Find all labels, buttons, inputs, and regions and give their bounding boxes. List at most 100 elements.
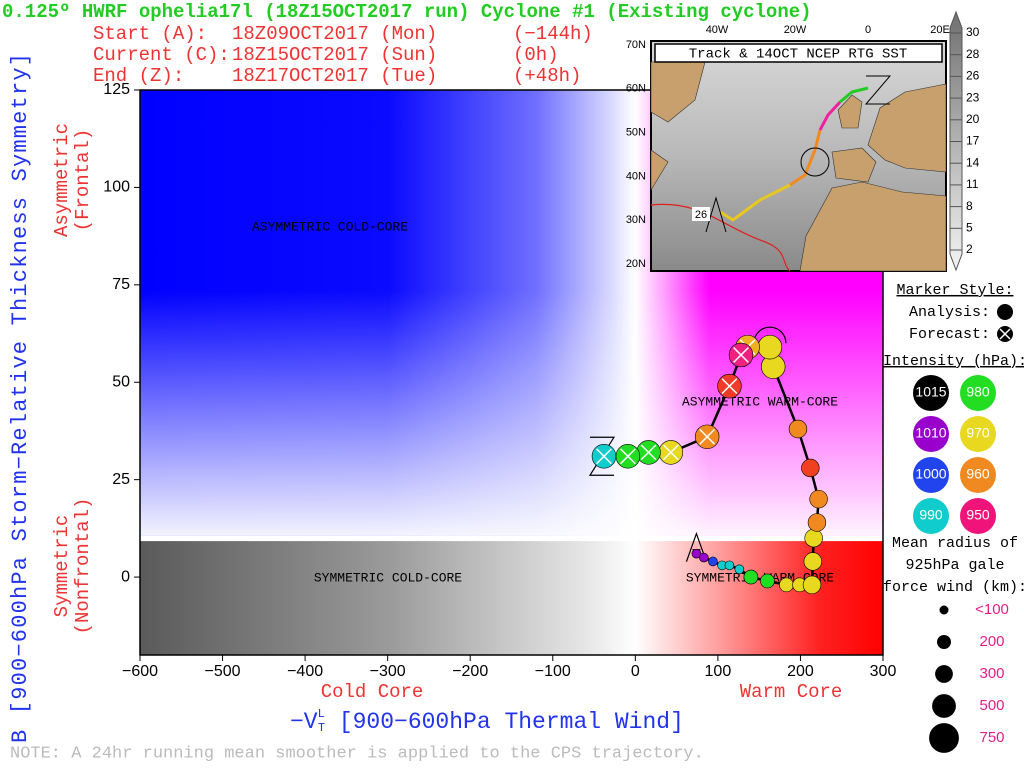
size-title: force wind (km): [883,579,1024,596]
x-tick-label: −600 [122,663,158,680]
intensity-label: 950 [966,507,990,523]
colorbar-label: 23 [966,90,980,104]
analysis-marker [691,548,702,559]
legend-analysis [997,304,1013,320]
region-symmetric-warm [635,541,883,655]
x-tick-label: −100 [535,663,571,680]
track [789,129,822,187]
analysis-marker [804,528,823,548]
x-axis-label-part: −V [290,709,318,735]
header-title: 0.125º HWRF ophelia17l (18Z15OCT2017 run… [2,1,812,23]
y-side-label: Symmetric [51,515,73,618]
y-tick-label: 50 [112,373,130,390]
y-side-label: (Frontal) [72,129,94,232]
current-marker [800,147,830,177]
contour-label: 26 [695,209,707,221]
end-marker [864,75,892,105]
x-tick-label: 100 [705,663,732,680]
lat-label: 30N [626,214,646,226]
analysis-marker [699,552,709,563]
analysis-marker [724,560,735,571]
forecast-cross [721,378,738,395]
land [837,94,863,129]
x-axis-label: −VL T [900−600hPa Thermal Wind] [290,707,684,735]
lat-label: 20N [626,258,646,270]
analysis-marker [801,458,820,478]
land [831,147,877,183]
forecast-cross [662,444,679,461]
inset-map: Track & 14OCT NCEP RTG SST 26 70N 60N 50N 4… [626,10,980,272]
forecast-cross [640,444,657,461]
colorbar-label: 5 [966,220,973,234]
intensity-swatch [913,416,949,452]
lon-label: 0 [865,24,871,36]
x-tick-label: −400 [287,663,323,680]
analysis-marker [803,552,823,571]
intensity-swatch [913,498,949,534]
size-label: 750 [979,729,1004,746]
note: NOTE: A 24hr running mean smoother is ap… [10,744,704,763]
intensity-swatch [960,457,996,493]
legend-label: Forecast: [909,326,990,343]
land [650,149,669,192]
size-swatch [932,694,956,718]
y-tick-label: 125 [103,81,130,98]
header-text: 18Z15OCT2017 (Sun) [232,44,437,66]
analysis-marker [760,573,775,589]
intensity-label: 960 [966,466,990,482]
lat-label: 70N [626,39,646,51]
header-text: (0h) [513,44,559,66]
colorbar-label: 17 [966,134,980,148]
region-label: ASYMMETRIC WARM-CORE [682,394,838,409]
intensity-swatch [960,416,996,452]
header-text: (−144h) [513,23,593,45]
y-tick-label: 25 [112,471,130,488]
analysis-marker [757,334,783,360]
inset-title: Track & 14OCT NCEP RTG SST [689,47,907,63]
legend-forecast-cross [999,328,1011,340]
forecast-cross [733,347,749,363]
x-axis-label-part: T [318,721,325,735]
analysis-marker [788,419,808,439]
analysis-marker [779,577,794,593]
size-label: 500 [979,697,1004,714]
size-title: 925hPa gale [905,557,1004,574]
land [867,83,947,173]
analysis-marker [802,575,822,595]
colorbar-label: 14 [966,155,980,169]
x-tick-label: 0 [631,663,640,680]
inset-title-box [654,43,943,63]
region-fade [140,90,636,536]
intensity-label: 980 [966,384,990,400]
size-swatch [937,635,951,649]
region-symmetric-cold [140,541,636,655]
size-swatch [929,723,959,753]
header-text: End (Z): [93,65,184,87]
intensity-label: 1015 [915,384,946,400]
analysis-marker [734,564,745,575]
x-tick-label: −200 [452,663,488,680]
legend-title: Intensity (hPa): [883,353,1024,370]
colorbar-label: 2 [966,242,973,256]
intensity-swatch [913,375,949,411]
lon-label: 40W [706,24,729,36]
plot-frame [139,89,884,656]
intensity-swatch [960,375,996,411]
header-text: (+48h) [513,65,581,87]
header-text: Current (C): [93,44,230,66]
lon-label: 20E [930,24,950,36]
lat-label: 60N [626,83,646,95]
size-swatch [939,605,949,615]
y-side-label: (Nonfrontal) [72,498,94,635]
x-tick-label: 300 [870,663,897,680]
intensity-label: 1010 [915,425,946,441]
y-side-label: Asymmetric [51,123,73,237]
land [799,181,947,272]
legend-title: Marker Style: [896,282,1013,299]
forecast-cross [596,448,612,465]
contour-label-box [692,207,710,221]
region-label: SYMMETRIC COLD-CORE [314,570,462,585]
size-label: 200 [979,633,1004,650]
